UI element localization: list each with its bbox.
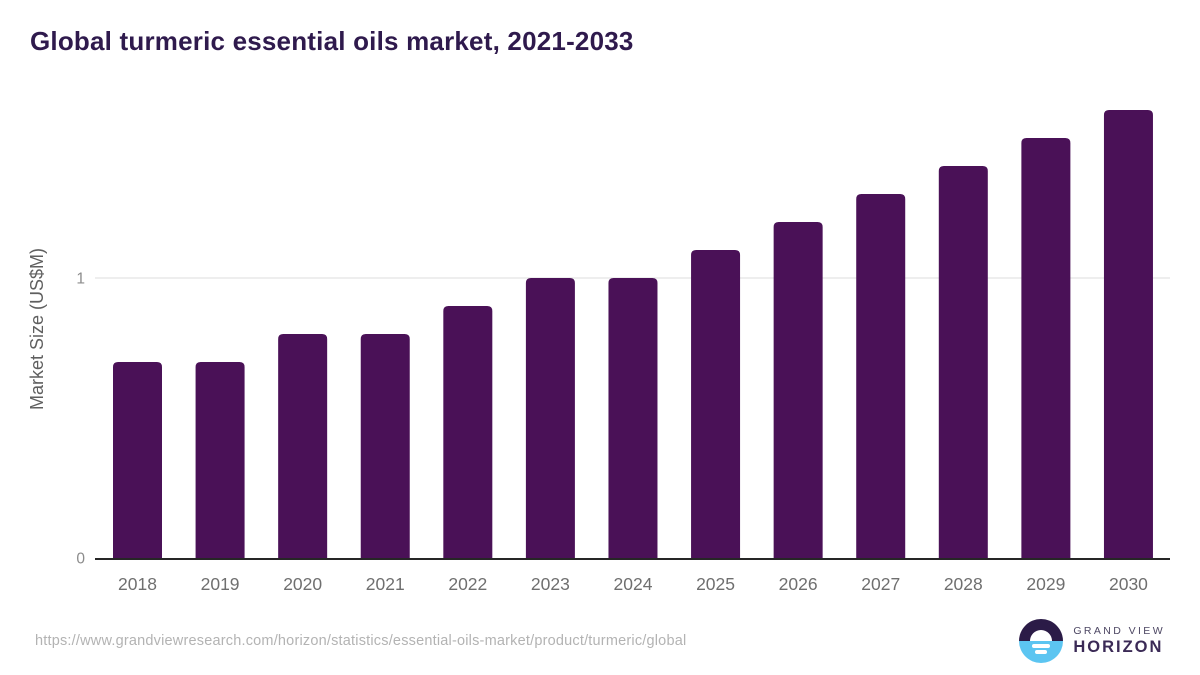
- x-tick-2022: 2022: [448, 574, 487, 594]
- bar-2022: [443, 306, 493, 558]
- sun-reflection-line: [1035, 650, 1048, 654]
- y-axis-label: Market Size (US$M): [27, 248, 47, 410]
- bar-2024: [608, 278, 658, 558]
- x-tick-2028: 2028: [944, 574, 983, 594]
- sun-reflection-line: [1032, 644, 1051, 648]
- bar-2026: [773, 222, 823, 558]
- logo-text: GRAND VIEW HORIZON: [1073, 625, 1165, 656]
- logo-line-grand-view: GRAND VIEW: [1073, 625, 1165, 638]
- x-tick-2024: 2024: [614, 574, 653, 594]
- bar-2029: [1021, 138, 1071, 558]
- bar-2027: [856, 194, 906, 558]
- bar-2030: [1103, 110, 1153, 558]
- bar-2023: [525, 278, 575, 558]
- bar-2020: [278, 334, 328, 558]
- footer: https://www.grandviewresearch.com/horizo…: [0, 613, 1200, 675]
- x-tick-2025: 2025: [696, 574, 735, 594]
- x-tick-2019: 2019: [201, 574, 240, 594]
- logo-line-horizon: HORIZON: [1073, 637, 1164, 656]
- x-tick-2018: 2018: [118, 574, 157, 594]
- x-tick-2026: 2026: [779, 574, 818, 594]
- x-tick-2023: 2023: [531, 574, 570, 594]
- y-tick-0: 0: [76, 551, 85, 568]
- x-tick-2030: 2030: [1109, 574, 1148, 594]
- bar-2018: [113, 362, 162, 558]
- bar-2019: [195, 362, 245, 558]
- grand-view-horizon-logo: GRAND VIEW HORIZON: [1019, 619, 1165, 663]
- x-tick-2021: 2021: [366, 574, 405, 594]
- source-url[interactable]: https://www.grandviewresearch.com/horizo…: [35, 633, 687, 649]
- bar-2025: [691, 250, 741, 558]
- x-tick-2020: 2020: [283, 574, 322, 594]
- bar-2021: [360, 334, 410, 558]
- chart-title: Global turmeric essential oils market, 2…: [30, 26, 634, 56]
- x-tick-2027: 2027: [861, 574, 900, 594]
- bar-2028: [938, 166, 988, 558]
- y-tick-1: 1: [76, 271, 85, 288]
- horizon-sun-icon: [1019, 619, 1064, 663]
- sun-shape: [1030, 630, 1053, 641]
- x-tick-2029: 2029: [1026, 574, 1065, 594]
